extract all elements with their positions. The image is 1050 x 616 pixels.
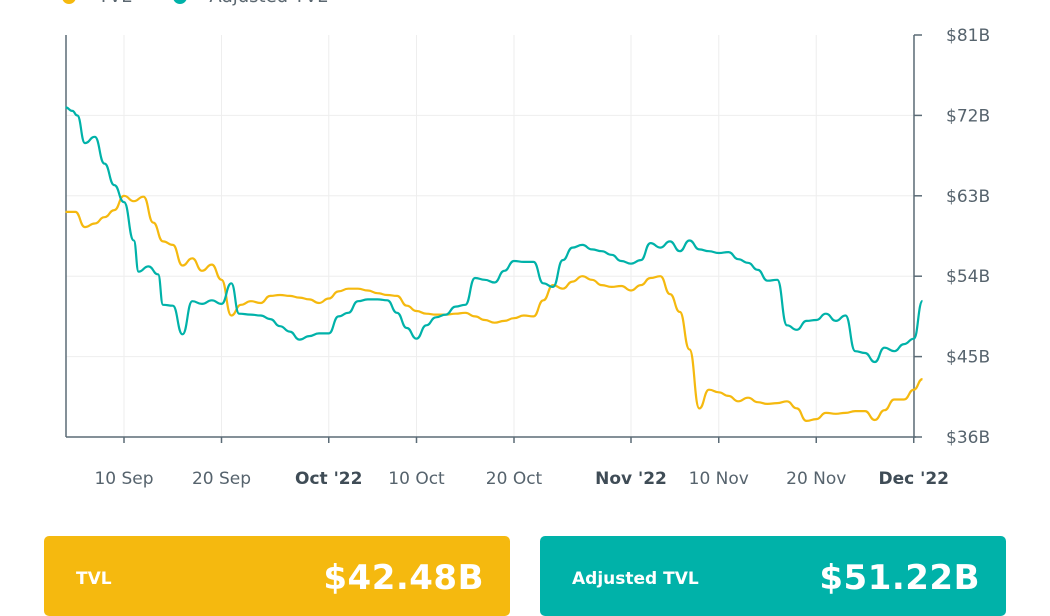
y-tick-label: $54B	[946, 267, 990, 287]
legend-label-adjusted-tvl: Adjusted TVL	[209, 0, 327, 7]
legend-dot-adjusted-tvl-icon	[173, 0, 188, 4]
legend-label-tvl: TVL	[98, 0, 131, 7]
tvl-line-chart[interactable]: $36B $45B $54B $63B $72B $81B 10 Sep 20 Sep Oct …	[0, 0, 1050, 520]
chart-tick-labels: $36B $45B $54B $63B $72B $81B 10 Sep 20 Sep Oct …	[94, 26, 990, 489]
x-tick-label: 10 Oct	[388, 469, 445, 489]
x-tick-label: 20 Oct	[486, 469, 543, 489]
adjusted-tvl-card-label: Adjusted TVL	[572, 569, 699, 589]
legend-item-tvl[interactable]: TVL	[62, 0, 131, 7]
x-tick-label: Nov '22	[595, 469, 667, 489]
adjusted-tvl-card-value: $51.22B	[819, 558, 980, 598]
chart-lines	[65, 106, 924, 422]
x-tick-label: 20 Sep	[192, 469, 251, 489]
y-tick-label: $81B	[946, 26, 990, 46]
y-tick-label: $36B	[946, 428, 990, 448]
chart-axes	[65, 34, 922, 443]
chart-legend: TVL Adjusted TVL	[62, 0, 369, 7]
tvl-card: TVL $42.48B	[44, 536, 510, 616]
tvl-card-value: $42.48B	[323, 558, 484, 598]
x-tick-label: 20 Nov	[786, 469, 846, 489]
series-line-adjusted-tvl	[65, 106, 924, 364]
tvl-card-label: TVL	[76, 569, 112, 589]
y-tick-label: $45B	[946, 348, 990, 368]
legend-dot-tvl-icon	[62, 0, 76, 4]
x-tick-label: 10 Nov	[689, 469, 749, 489]
y-tick-label: $63B	[946, 187, 990, 207]
y-tick-label: $72B	[946, 106, 990, 126]
legend-item-adjusted-tvl[interactable]: Adjusted TVL	[173, 0, 327, 7]
x-tick-label: Oct '22	[295, 469, 362, 489]
x-tick-label: Dec '22	[879, 469, 950, 489]
x-tick-label: 10 Sep	[94, 469, 153, 489]
adjusted-tvl-card: Adjusted TVL $51.22B	[540, 536, 1006, 616]
chart-grid	[66, 35, 915, 437]
series-line-tvl	[65, 194, 923, 422]
